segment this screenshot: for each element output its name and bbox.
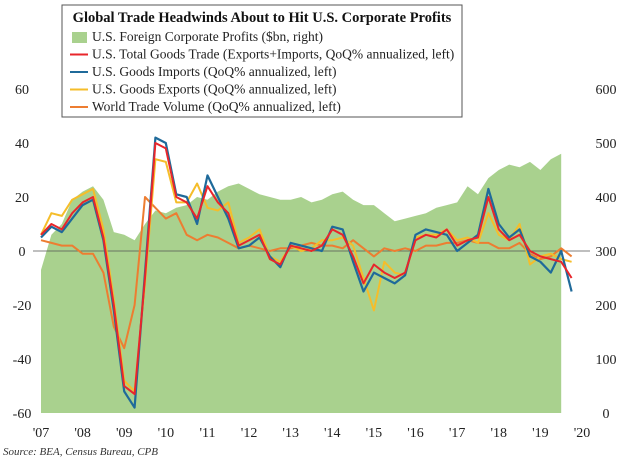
series-line-imports — [40, 136, 573, 409]
y-right-tick-label: 600 — [596, 83, 617, 98]
x-tick-label: '14 — [324, 426, 341, 441]
legend-label-exports: U.S. Goods Exports (QoQ% annualized, lef… — [92, 82, 336, 97]
x-tick-label: '07 — [33, 426, 50, 441]
x-tick-label: '08 — [74, 426, 91, 441]
legend: Global Trade Headwinds About to Hit U.S.… — [61, 4, 463, 118]
y-left-tick-label: -20 — [13, 299, 32, 314]
legend-swatch-profits — [72, 32, 87, 43]
y-right-tick-label: 100 — [596, 353, 617, 368]
x-tick-label: '17 — [449, 426, 466, 441]
legend-label-profits: U.S. Foreign Corporate Profits ($bn, rig… — [92, 29, 323, 44]
y-right-tick-label: 500 — [596, 137, 617, 152]
source-note: Source: BEA, Census Bureau, CPB — [3, 446, 158, 458]
x-tick-label: '13 — [282, 426, 299, 441]
x-tick-label: '15 — [366, 426, 383, 441]
x-tick-label: '19 — [532, 426, 549, 441]
x-tick-label: '18 — [491, 426, 508, 441]
y-right-tick-label: 200 — [596, 299, 617, 314]
series-area-profits — [41, 153, 562, 414]
series-line-total_trade — [40, 142, 573, 396]
series-line-world_trade — [40, 196, 573, 350]
y-left-tick-label: -60 — [13, 407, 32, 422]
legend-label-imports: U.S. Goods Imports (QoQ% annualized, lef… — [92, 64, 336, 79]
y-left-tick-label: -40 — [13, 353, 32, 368]
x-tick-label: '16 — [407, 426, 424, 441]
y-left-tick-label: 60 — [15, 83, 29, 98]
legend-label-total_trade: U.S. Total Goods Trade (Exports+Imports,… — [92, 47, 454, 62]
legend-label-world_trade: World Trade Volume (QoQ% annualized, lef… — [92, 99, 341, 114]
x-tick-label: '11 — [199, 426, 215, 441]
y-right-tick-label: 400 — [596, 191, 617, 206]
x-tick-label: '12 — [241, 426, 258, 441]
x-tick-label: '10 — [158, 426, 175, 441]
x-tick-label: '09 — [116, 426, 133, 441]
y-left-tick-label: 20 — [15, 191, 29, 206]
y-right-tick-label: 300 — [596, 245, 617, 260]
x-tick-label: '20 — [574, 426, 591, 441]
y-right-tick-label: 0 — [603, 407, 610, 422]
y-left-tick-label: 0 — [19, 245, 26, 260]
legend-box — [61, 4, 463, 118]
y-left-tick-label: 40 — [15, 137, 29, 152]
chart-title: Global Trade Headwinds About to Hit U.S.… — [73, 10, 452, 26]
